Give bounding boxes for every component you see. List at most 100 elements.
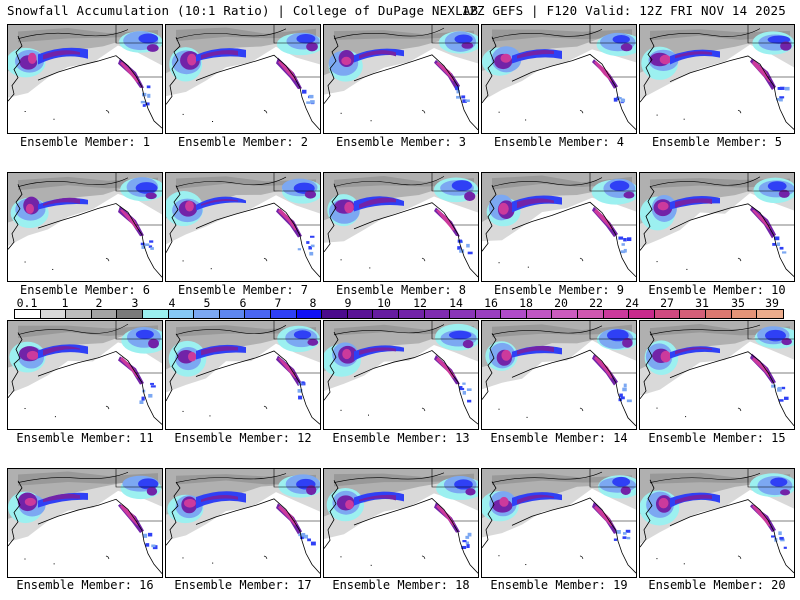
colorbar-cell — [270, 310, 297, 318]
ensemble-member-label: Ensemble Member: 4 — [493, 135, 625, 149]
colorbar-tick-label: 3 — [131, 296, 139, 310]
ensemble-member-label: Ensemble Member: 10 — [648, 283, 786, 297]
colorbar-cell — [424, 310, 451, 318]
colorbar-cell — [475, 310, 502, 318]
snowfall-map-image — [166, 173, 320, 278]
ensemble-member-label: Ensemble Member: 8 — [335, 283, 467, 297]
snowfall-map-image — [482, 469, 636, 574]
colorbar-tick-label: 10 — [377, 296, 391, 310]
ensemble-member-map — [165, 24, 321, 134]
colorbar-tick-label: 14 — [449, 296, 463, 310]
snowfall-map-image — [166, 469, 320, 574]
colorbar-tick-label: 5 — [203, 296, 211, 310]
ensemble-member-map — [165, 468, 321, 578]
ensemble-member-label: Ensemble Member: 14 — [490, 431, 628, 445]
ensemble-member-map — [323, 468, 479, 578]
ensemble-member-label: Ensemble Member: 13 — [332, 431, 470, 445]
snowfall-map-image — [482, 321, 636, 427]
ensemble-member-label: Ensemble Member: 2 — [177, 135, 309, 149]
ensemble-member-map — [639, 320, 795, 430]
ensemble-member-label: Ensemble Member: 3 — [335, 135, 467, 149]
snowfall-map-image — [8, 25, 162, 129]
ensemble-member-label: Ensemble Member: 16 — [16, 578, 154, 592]
snowfall-map-image — [8, 469, 162, 574]
colorbar-cell — [373, 310, 399, 318]
snowfall-map-image — [482, 173, 636, 278]
ensemble-member-label: Ensemble Member: 12 — [174, 431, 312, 445]
snowfall-map-image — [640, 469, 794, 574]
colorbar-cell — [15, 310, 41, 318]
colorbar-tick-label: 0.1 — [16, 296, 38, 310]
ensemble-member-label: Ensemble Member: 15 — [648, 431, 786, 445]
colorbar-cell — [680, 310, 707, 318]
colorbar-cell — [654, 310, 681, 318]
colorbar-tick-label: 31 — [695, 296, 709, 310]
snowfall-map-image — [324, 25, 478, 131]
ensemble-member-map — [639, 24, 795, 134]
colorbar-cell — [347, 310, 374, 318]
colorbar-tick-label: 8 — [309, 296, 317, 310]
colorbar-tick-label: 4 — [168, 296, 176, 310]
colorbar-tick-label: 22 — [589, 296, 603, 310]
ensemble-member-map — [323, 24, 479, 134]
colorbar-cell — [706, 310, 732, 318]
colorbar-cell — [552, 310, 579, 318]
ensemble-member-map — [639, 468, 795, 578]
colorbar-cell — [91, 310, 118, 318]
colorbar-cell — [66, 310, 92, 318]
run-valid-time: 12Z GEFS | F120 Valid: 12Z FRI NOV 14 20… — [461, 3, 786, 18]
ensemble-member-label: Ensemble Member: 1 — [19, 135, 151, 149]
ensemble-member-map — [481, 172, 637, 282]
colorbar-tick-label: 12 — [413, 296, 427, 310]
colorbar-tick-label: 2 — [95, 296, 103, 310]
snowfall-map-image — [640, 25, 794, 130]
ensemble-member-map — [7, 172, 163, 282]
chart-title: Snowfall Accumulation (10:1 Ratio) | Col… — [7, 3, 479, 18]
snowfall-map-image — [640, 321, 794, 427]
colorbar-tick-label: 27 — [660, 296, 674, 310]
ensemble-member-map — [165, 320, 321, 430]
colorbar-tick-label: 6 — [239, 296, 247, 310]
colorbar-tick-label: 24 — [625, 296, 639, 310]
snowfall-map-image — [482, 25, 636, 130]
colorbar-cell — [194, 310, 220, 318]
colorbar-cell — [142, 310, 169, 318]
ensemble-member-map — [481, 320, 637, 430]
snowfall-map-image — [166, 321, 320, 425]
colorbar-cell — [757, 310, 783, 318]
colorbar-cell — [526, 310, 553, 318]
colorbar-cell — [578, 310, 604, 318]
colorbar-cell — [117, 310, 143, 318]
snowfall-map-image — [166, 25, 320, 131]
snowfall-map-image — [640, 173, 794, 277]
ensemble-member-map — [7, 468, 163, 578]
colorbar-tick-label: 16 — [484, 296, 498, 310]
colorbar-cell — [603, 310, 630, 318]
colorbar-cell — [501, 310, 527, 318]
colorbar-tick-label: 20 — [554, 296, 568, 310]
snowfall-map-image — [324, 469, 478, 574]
ensemble-member-label: Ensemble Member: 7 — [177, 283, 309, 297]
colorbar-tick-label: 18 — [519, 296, 533, 310]
colorbar-cell — [219, 310, 246, 318]
colorbar-tick-label: 1 — [61, 296, 69, 310]
colorbar-cell — [245, 310, 271, 318]
colorbar-cell — [731, 310, 758, 318]
colorbar-tick-label: 9 — [344, 296, 352, 310]
colorbar-cell — [629, 310, 655, 318]
ensemble-member-label: Ensemble Member: 18 — [332, 578, 470, 592]
ensemble-member-label: Ensemble Member: 6 — [19, 283, 151, 297]
ensemble-member-label: Ensemble Member: 17 — [174, 578, 312, 592]
snowfall-map-image — [8, 321, 162, 425]
ensemble-member-label: Ensemble Member: 9 — [493, 283, 625, 297]
colorbar-tick-label: 7 — [274, 296, 282, 310]
snowfall-map-image — [8, 173, 162, 278]
snowfall-map-image — [324, 173, 478, 278]
ensemble-member-map — [7, 24, 163, 134]
ensemble-member-map — [481, 468, 637, 578]
ensemble-member-label: Ensemble Member: 20 — [648, 578, 786, 592]
colorbar-tick-label: 39 — [765, 296, 779, 310]
colorbar-tick-labels: 0.1 1 2 3 4 5 6 7 8 9 10 12 14 16 18 20 22 24 27 31 35 39 — [0, 296, 800, 310]
ensemble-member-map — [323, 320, 479, 430]
ensemble-member-map — [639, 172, 795, 282]
